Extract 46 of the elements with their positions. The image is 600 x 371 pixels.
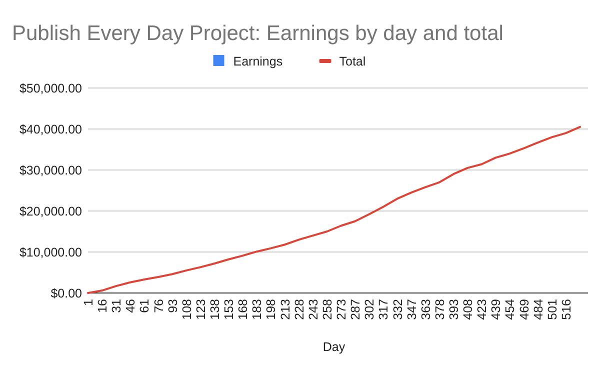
legend-label: Earnings (233, 54, 283, 68)
x-tick-label: 439 (489, 298, 504, 320)
x-tick-label: 408 (461, 298, 476, 320)
x-tick-label: 287 (348, 298, 363, 320)
x-tick-label: 183 (250, 298, 264, 320)
x-tick-label: 76 (152, 298, 166, 313)
y-tick-label: $10,000.00 (19, 246, 82, 260)
x-tick-label: 93 (166, 298, 180, 313)
x-tick-label: 61 (138, 298, 152, 313)
x-tick-label: 423 (475, 298, 490, 320)
x-tick-label: 516 (559, 298, 574, 320)
y-tick-label: $40,000.00 (19, 122, 82, 136)
x-tick-label: 302 (362, 298, 377, 320)
x-tick-label: 31 (110, 298, 124, 313)
x-tick-label: 273 (334, 298, 349, 320)
y-tick-label: $30,000.00 (19, 164, 82, 178)
x-tick-label: 228 (292, 298, 306, 320)
x-tick-label: 363 (418, 298, 433, 320)
x-tick-label: 347 (404, 298, 419, 320)
x-tick-label: 258 (320, 298, 334, 320)
x-tick-label: 198 (264, 298, 278, 320)
x-tick-label: 123 (194, 298, 208, 320)
x-tick-label: 317 (376, 298, 391, 320)
line-series (87, 126, 581, 294)
x-tick-label: 1 (82, 298, 96, 306)
y-tick-label: $20,000.00 (19, 204, 82, 218)
x-tick-label: 243 (306, 298, 320, 320)
y-tick-label: $50,000.00 (19, 82, 82, 96)
x-tick-label: 469 (517, 298, 532, 320)
chart-title: Publish Every Day Project: Earnings by day and total (12, 22, 504, 45)
x-tick-label: 108 (180, 298, 194, 320)
x-tick-label: 332 (390, 298, 405, 320)
x-tick-label: 378 (432, 298, 447, 320)
x-tick-label: 454 (503, 298, 518, 320)
x-tick-label: 138 (208, 298, 222, 320)
legend-label: Total (339, 54, 366, 68)
x-tick-label: 213 (278, 298, 292, 320)
x-tick-label: 16 (96, 298, 110, 313)
x-tick-label: 168 (236, 298, 250, 320)
x-tick-label: 393 (446, 298, 461, 320)
x-tick-label: 46 (124, 298, 138, 313)
y-tick-label: $0.00 (50, 286, 82, 300)
x-tick-label: 484 (531, 298, 546, 320)
x-axis-title: Day (322, 340, 346, 354)
x-tick-label: 153 (222, 298, 236, 320)
x-tick-label: 501 (545, 298, 560, 320)
